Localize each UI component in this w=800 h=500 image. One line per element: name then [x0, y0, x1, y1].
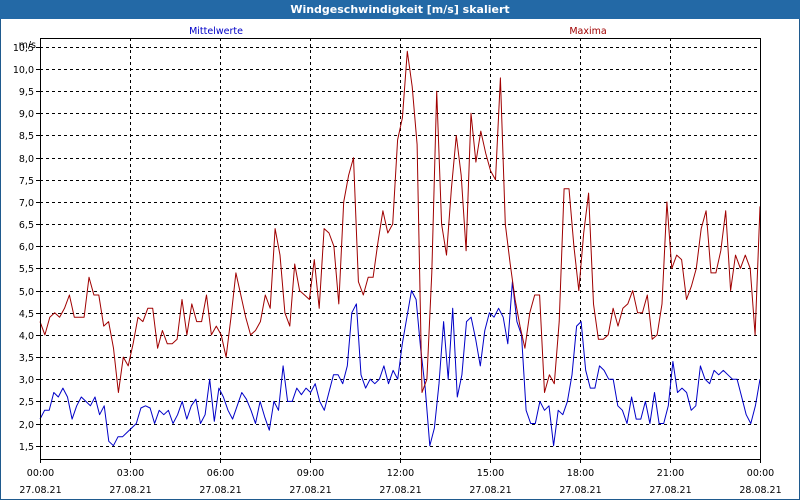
y-tick-label: 4,5 — [19, 309, 34, 320]
y-tick-label: 6,0 — [19, 242, 34, 253]
x-tick-date: 27.08.21 — [199, 485, 241, 496]
y-tick-label: 10,5 — [13, 43, 34, 54]
x-tick-date: 27.08.21 — [379, 485, 421, 496]
y-tick-label: 3,5 — [19, 353, 34, 364]
x-tick-date: 27.08.21 — [109, 485, 151, 496]
y-tick-label: 2,0 — [19, 420, 34, 431]
plot-border — [40, 38, 761, 460]
y-tick-label: 9,0 — [19, 109, 34, 120]
x-tick-time: 09:00 — [297, 468, 324, 479]
x-tick-time: 15:00 — [477, 468, 504, 479]
y-tick-label: 9,5 — [19, 87, 34, 98]
y-axis: 1,5 2,0 2,5 3,0 3,5 4,0 4,5 5,0 5,5 6,0 6,5 7,0 7,5 8… — [13, 43, 40, 453]
x-tick-time: 21:00 — [657, 468, 684, 479]
series-line-maxima — [39, 50, 761, 393]
y-tick-label: 1,5 — [19, 442, 34, 453]
x-tick-time: 12:00 — [387, 468, 414, 479]
y-tick-label: 5,5 — [19, 264, 34, 275]
x-tick-date: 27.08.21 — [289, 485, 331, 496]
x-tick-time: 18:00 — [567, 468, 594, 479]
y-tick-label: 3,0 — [19, 375, 34, 386]
y-tick-label: 8,5 — [19, 131, 34, 142]
chart-title: Windgeschwindigkeit [m/s] skaliert — [0, 0, 800, 19]
y-tick-label: 8,0 — [19, 154, 34, 165]
legend-maxima: Maxima — [569, 26, 606, 37]
y-tick-label: 5,0 — [19, 287, 34, 298]
y-tick-label: 7,5 — [19, 176, 34, 187]
y-tick-label: 6,5 — [19, 220, 34, 231]
x-tick-time: 00:00 — [747, 468, 774, 479]
series-lines — [39, 50, 761, 447]
y-tick-label: 4,0 — [19, 331, 34, 342]
x-tick-date: 27.08.21 — [649, 485, 691, 496]
x-tick-date: 27.08.21 — [469, 485, 511, 496]
x-tick-date: 27.08.21 — [559, 485, 601, 496]
series-line-mittelwerte — [39, 281, 761, 447]
x-tick-date: 28.08.21 — [739, 485, 781, 496]
y-tick-label: 7,0 — [19, 198, 34, 209]
x-tick-time: 03:00 — [117, 468, 144, 479]
y-axis-label: m/s — [19, 40, 36, 51]
y-tick-label: 10,0 — [13, 65, 34, 76]
x-axis: 00:00 27.08.21 03:00 27.08.21 06:00 27.08.21 0… — [19, 459, 782, 496]
x-tick-time: 00:00 — [27, 468, 54, 479]
y-tick-label: 2,5 — [19, 397, 34, 408]
legend-mittelwerte: Mittelwerte — [189, 26, 243, 37]
x-tick-date: 27.08.21 — [19, 485, 61, 496]
x-tick-time: 06:00 — [207, 468, 234, 479]
grid — [40, 38, 760, 459]
